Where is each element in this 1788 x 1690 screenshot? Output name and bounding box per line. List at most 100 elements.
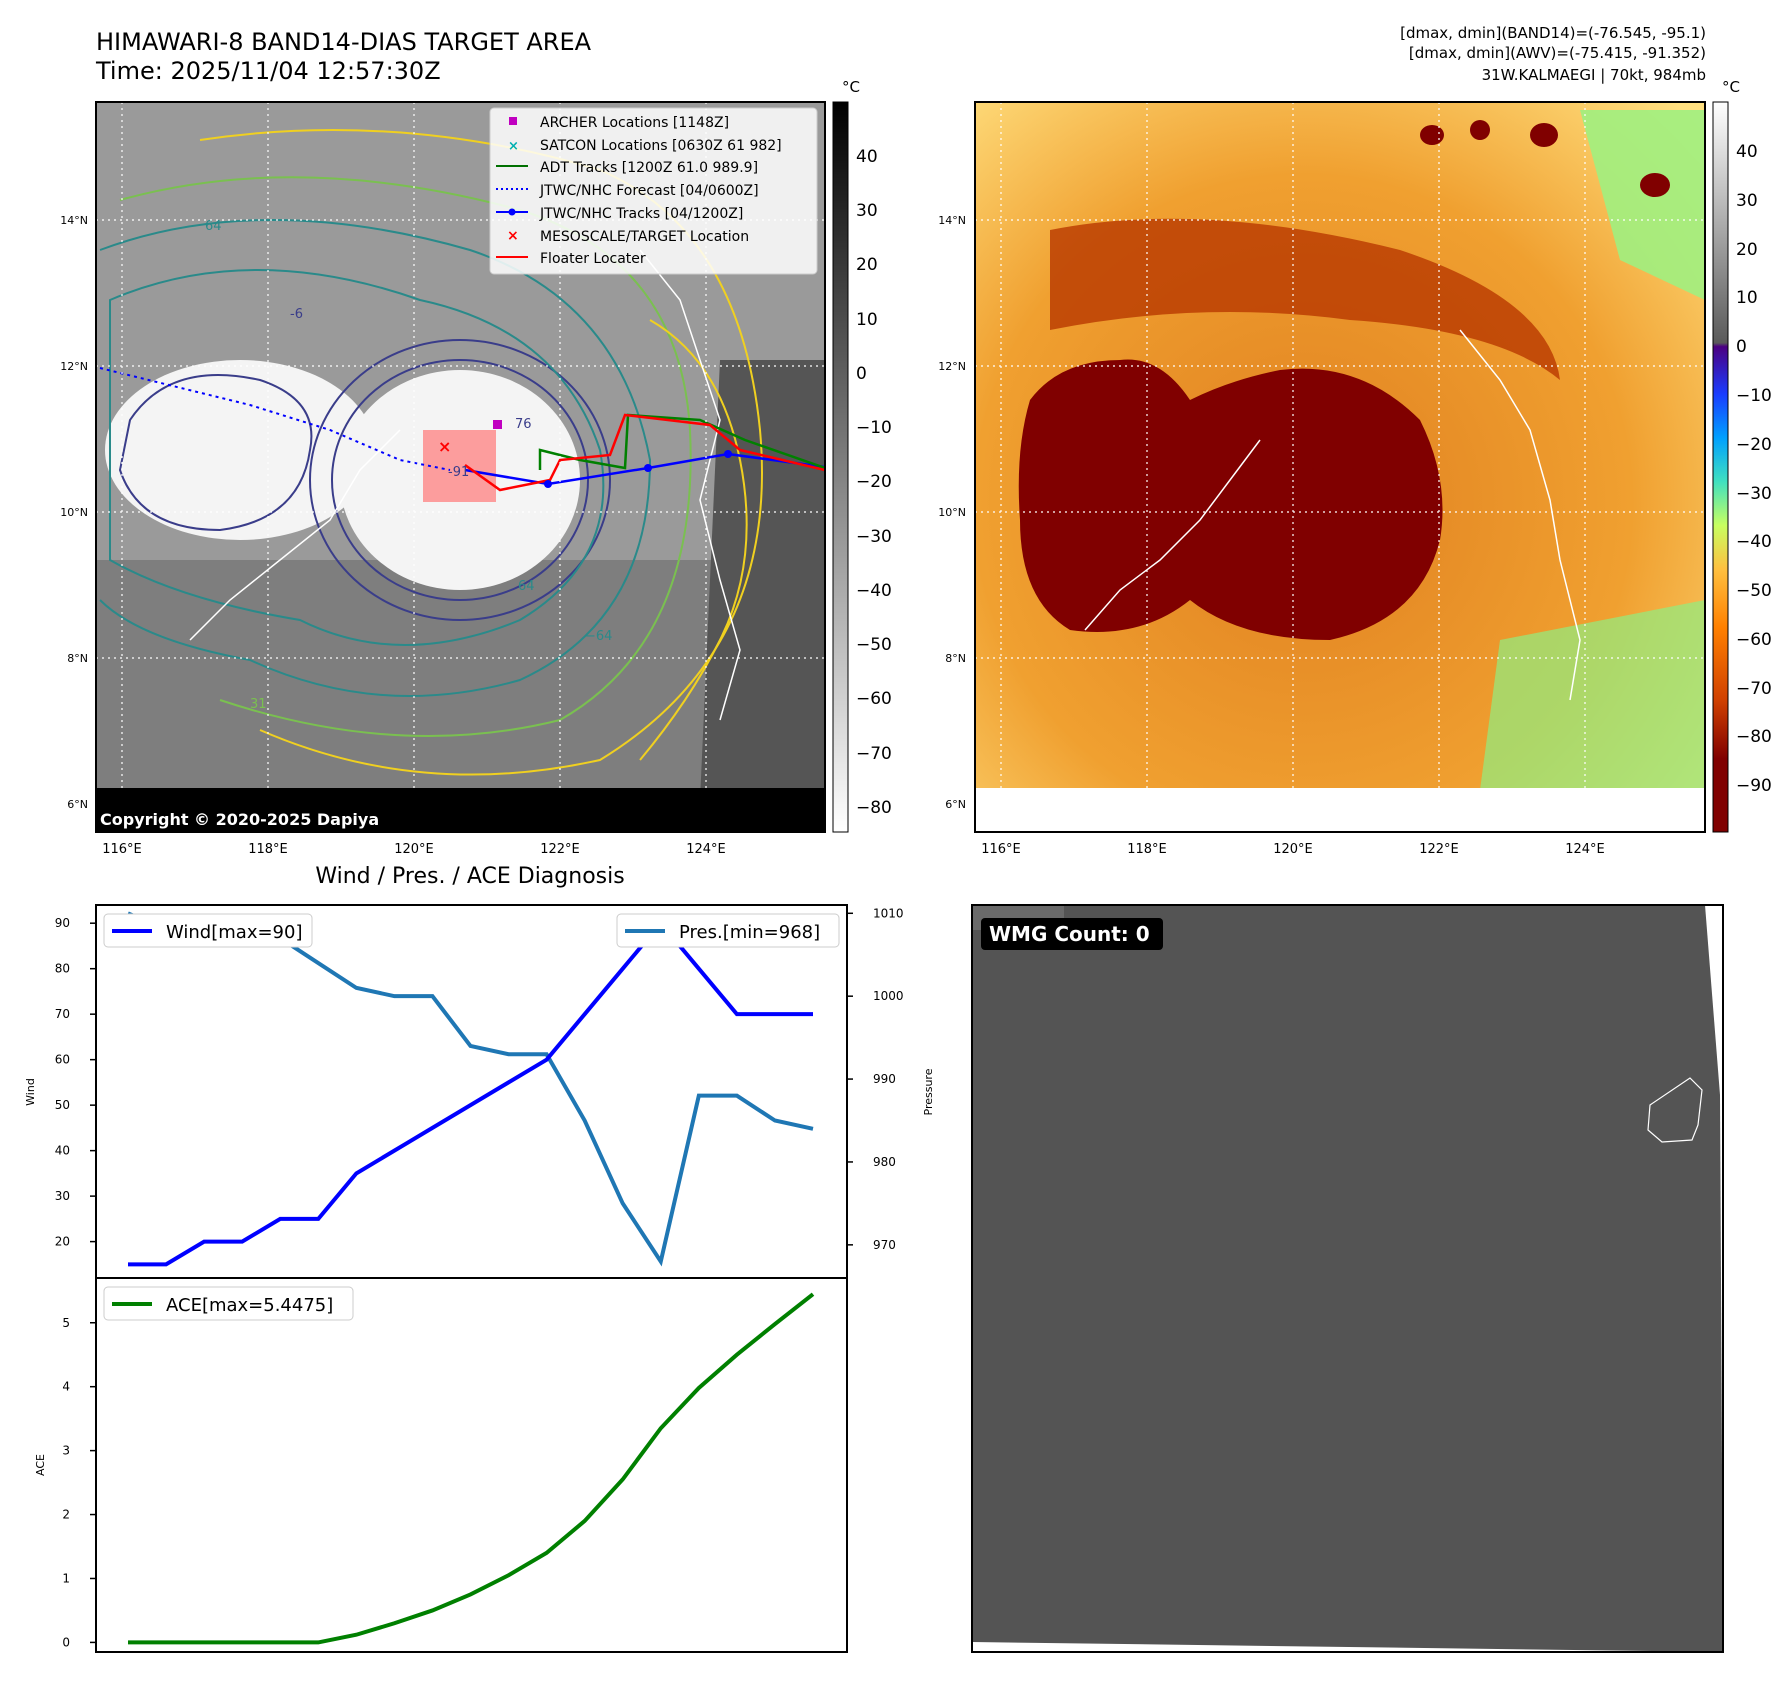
awv-colorbar-unit: °C bbox=[1722, 78, 1740, 96]
awv-cbar-tick-11: −70 bbox=[1736, 679, 1772, 699]
pressure-tick-label: 1010 bbox=[873, 906, 904, 920]
legend-label-archer: ARCHER Locations [1148Z] bbox=[540, 115, 729, 131]
awv-cbar-tick-1: 30 bbox=[1736, 191, 1758, 211]
wmg-frame bbox=[971, 904, 1724, 1653]
awv-map-panel: °C 40 30 20 10 0 −10 −20 −30 −40 −50 −60… bbox=[938, 78, 1772, 857]
coastline-visayas bbox=[639, 249, 741, 721]
wind-tick-label: 40 bbox=[55, 1144, 70, 1158]
awv-deep-core bbox=[1018, 359, 1443, 640]
awv-cbar-tick-5: −10 bbox=[1736, 386, 1772, 406]
ir-cbar-tick-9: −50 bbox=[856, 635, 892, 655]
awv-cbar-tick-10: −60 bbox=[1736, 630, 1772, 650]
diagnosis-title: Wind / Pres. / ACE Diagnosis bbox=[315, 864, 624, 889]
awv-map-gridlines bbox=[975, 102, 1705, 832]
copyright-text: Copyright © 2020-2025 Dapiya bbox=[100, 810, 379, 829]
awv-dry-band-north bbox=[1050, 218, 1560, 380]
contour-green-1 bbox=[119, 176, 692, 737]
awv-lon-label-4: 124°E bbox=[1565, 842, 1605, 857]
contour-label-5: 64 bbox=[205, 219, 222, 234]
wmg-panel: WMG Count: 0 bbox=[971, 904, 1724, 1653]
ace-tick-label: 1 bbox=[62, 1571, 70, 1585]
target-location-marker: × bbox=[438, 437, 451, 456]
legend-archer-icon: × bbox=[508, 139, 519, 154]
ir-lat-label-3: 8°N bbox=[67, 652, 88, 665]
archer-location-marker bbox=[493, 420, 502, 429]
wind-tick-label: 20 bbox=[55, 1235, 70, 1249]
info-band14-range: [dmax, dmin](BAND14)=(-76.545, -95.1) bbox=[1400, 24, 1706, 42]
contour-label-0: 76 bbox=[515, 417, 532, 432]
ir-cbar-tick-0: 40 bbox=[856, 147, 878, 167]
awv-cbar-tick-2: 20 bbox=[1736, 240, 1758, 260]
ace-plot-area bbox=[95, 1277, 848, 1653]
awv-colorbar-ticks: 40 30 20 10 0 −10 −20 −30 −40 −50 −60 −7… bbox=[1736, 142, 1772, 796]
pressure-tick-label: 1000 bbox=[873, 989, 904, 1003]
ir-dark-east bbox=[700, 360, 825, 800]
target-area-box bbox=[423, 430, 496, 502]
wmg-count-label: WMG Count: 0 bbox=[989, 922, 1150, 946]
cloud-shield-west bbox=[105, 360, 375, 540]
contour-west bbox=[118, 374, 313, 532]
awv-nodata-strip bbox=[975, 788, 1705, 832]
awv-cbar-tick-3: 10 bbox=[1736, 288, 1758, 308]
ace-tick-label: 3 bbox=[62, 1444, 70, 1458]
ir-cbar-tick-6: −20 bbox=[856, 472, 892, 492]
wind-legend-label: Wind[max=90] bbox=[166, 922, 303, 943]
ace-yticks: 0 1 2 3 4 5 bbox=[62, 1316, 96, 1649]
pressure-tick-label: 970 bbox=[873, 1238, 896, 1252]
figure-time: Time: 2025/11/04 12:57:30Z bbox=[95, 57, 441, 85]
awv-cbar-tick-12: −80 bbox=[1736, 727, 1772, 747]
ace-axis-label: ACE bbox=[34, 1454, 47, 1476]
wind-axis-label: Wind bbox=[24, 1078, 37, 1106]
pressure-tick-label: 980 bbox=[873, 1155, 896, 1169]
contour-teal-1 bbox=[109, 269, 605, 646]
ir-lon-label-1: 118°E bbox=[248, 842, 288, 857]
awv-cbar-tick-0: 40 bbox=[1736, 142, 1758, 162]
legend-label-floater: Floater Locater bbox=[540, 251, 646, 267]
awv-lat-label-3: 8°N bbox=[945, 652, 966, 665]
ir-lon-label-0: 116°E bbox=[102, 842, 142, 857]
wind-series-line bbox=[128, 920, 813, 1267]
awv-lat-label-1: 12°N bbox=[938, 360, 966, 373]
awv-coastline-visayas bbox=[1459, 329, 1581, 701]
legend-label-adt: ADT Tracks [1200Z 61.0 989.9] bbox=[540, 160, 758, 176]
wind-pressure-chart: Wind / Pres. / ACE Diagnosis 20 30 40 50 60 7… bbox=[24, 864, 935, 1279]
wind-legend-box bbox=[103, 913, 313, 948]
contour-outer bbox=[309, 339, 611, 621]
legend-target-icon: × bbox=[507, 228, 519, 244]
awv-cbar-tick-9: −50 bbox=[1736, 581, 1772, 601]
wmg-coast-fragment bbox=[1647, 1077, 1703, 1143]
awv-cbar-tick-7: −30 bbox=[1736, 484, 1772, 504]
ir-colorbar-unit: °C bbox=[842, 78, 860, 96]
copyright-bar bbox=[96, 788, 825, 832]
figure-title: HIMAWARI-8 BAND14-DIAS TARGET AREA bbox=[96, 28, 592, 56]
ir-lat-label-0: 14°N bbox=[60, 214, 88, 227]
awv-lat-label-0: 14°N bbox=[938, 214, 966, 227]
awv-lon-labels: 116°E 118°E 120°E 122°E 124°E bbox=[981, 842, 1605, 857]
ir-cbar-tick-10: −60 bbox=[856, 689, 892, 709]
wind-legend: Wind[max=90] bbox=[103, 913, 313, 948]
wmg-count-badge bbox=[981, 918, 1163, 950]
ir-cbar-tick-1: 30 bbox=[856, 201, 878, 221]
ir-map-panel: × 76 -91 64 31 −64 64 -6 Copyright © 202… bbox=[60, 78, 892, 857]
wind-tick-label: 80 bbox=[55, 962, 70, 976]
pressure-legend-label: Pres.[min=968] bbox=[679, 922, 820, 943]
legend-label-satcon: SATCON Locations [0630Z 61 982] bbox=[540, 138, 782, 154]
awv-colorbar bbox=[1712, 101, 1729, 833]
ir-colorbar-ticks: 40 30 20 10 0 −10 −20 −30 −40 −50 −60 −7… bbox=[856, 147, 892, 818]
adt-track bbox=[538, 413, 825, 470]
contour-label-6: -6 bbox=[290, 307, 303, 322]
awv-lon-label-0: 116°E bbox=[981, 842, 1021, 857]
awv-lon-label-3: 122°E bbox=[1419, 842, 1459, 857]
ace-legend-label: ACE[max=5.4475] bbox=[166, 1295, 333, 1316]
awv-lon-label-1: 118°E bbox=[1127, 842, 1167, 857]
info-awv-range: [dmax, dmin](AWV)=(-75.415, -91.352) bbox=[1409, 44, 1706, 62]
ir-cbar-tick-4: 0 bbox=[856, 364, 867, 384]
awv-moist-east bbox=[1580, 110, 1705, 300]
contour-label-4: −64 bbox=[585, 629, 612, 644]
ir-lat-label-1: 12°N bbox=[60, 360, 88, 373]
coastline-palawan bbox=[189, 429, 401, 641]
legend-label-jtwc: JTWC/NHC Tracks [04/1200Z] bbox=[539, 206, 743, 222]
wind-yticks: 20 30 40 50 60 70 80 90 bbox=[55, 916, 96, 1249]
ace-legend: ACE[max=5.4475] bbox=[103, 1286, 354, 1321]
awv-lat-labels: 14°N 12°N 10°N 8°N 6°N bbox=[938, 214, 966, 811]
